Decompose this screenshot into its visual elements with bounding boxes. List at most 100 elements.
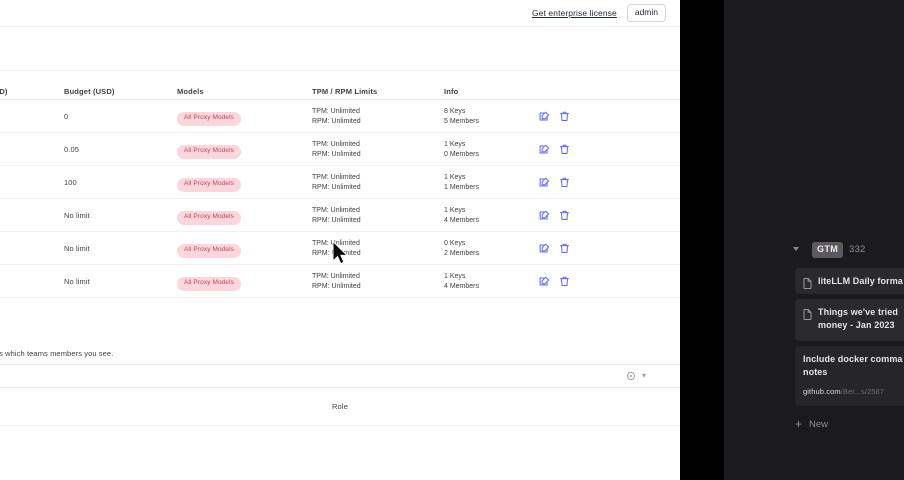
cell-budget: No limit [64, 276, 90, 286]
group-count: 332 [849, 244, 866, 255]
document-icon [803, 307, 812, 325]
edit-icon[interactable] [539, 276, 550, 287]
members-count: 0 Members [444, 150, 480, 158]
keys-count: 1 Keys [444, 206, 466, 214]
note-card[interactable]: Things we've tried money - Jan 2023 [795, 299, 904, 341]
members-table-header: Role [0, 388, 680, 426]
tpm-value: TPM: Unlimited [312, 107, 360, 115]
rpm-value: RPM: Unlimited [312, 117, 361, 125]
table-header-row: (USD) Budget (USD) Models TPM / RPM Limi… [0, 78, 680, 100]
members-count: 1 Members [444, 183, 480, 191]
new-note-label: New [809, 418, 829, 430]
admin-user-chip[interactable]: admin [626, 4, 666, 22]
cell-limits: TPM: Unlimited RPM: Unlimited [312, 108, 444, 125]
table-row[interactable]: 9100 All Proxy Models TPM: Unlimited RPM: U… [0, 166, 680, 199]
new-note-button[interactable]: + New [795, 418, 828, 430]
note-card[interactable]: Include docker comma notes github.com/Be… [795, 346, 904, 406]
tpm-value: TPM: Unlimited [312, 272, 360, 280]
cell-actions [539, 144, 649, 155]
table-row[interactable]: No limit All Proxy Models TPM: Unlimited RP… [0, 232, 680, 265]
column-header-limits: TPM / RPM Limits [312, 87, 378, 96]
edit-icon[interactable] [539, 177, 550, 188]
tpm-value: TPM: Unlimited [312, 173, 360, 181]
models-badge: All Proxy Models [177, 244, 242, 258]
column-header-spend: (USD) [0, 87, 8, 96]
cell-actions [539, 111, 649, 122]
table-row[interactable]: 25No limit All Proxy Models TPM: Unlimited… [0, 199, 680, 232]
delete-icon[interactable] [559, 144, 570, 155]
edit-icon[interactable] [539, 210, 550, 221]
table-row[interactable]: 470 All Proxy Models TPM: Unlimited RPM: Un… [0, 100, 680, 133]
column-header-role: Role [331, 402, 349, 411]
rpm-value: RPM: Unlimited [312, 282, 361, 290]
models-badge: All Proxy Models [177, 112, 242, 126]
cell-budget: No limit [64, 243, 90, 253]
cell-actions [539, 276, 649, 287]
enterprise-license-link[interactable]: Get enterprise license [531, 8, 617, 18]
tpm-value: TPM: Unlimited [312, 140, 360, 148]
models-badge: All Proxy Models [177, 178, 242, 192]
delete-icon[interactable] [559, 243, 570, 254]
note-url-domain: github.com [803, 387, 841, 396]
models-badge: All Proxy Models [177, 277, 242, 291]
cell-models: All Proxy Models [177, 238, 312, 258]
table-row[interactable]: 0.05 All Proxy Models TPM: Unlimited RPM: U… [0, 133, 680, 166]
cell-info: 8 Keys 5 Members [444, 108, 539, 125]
cell-spend: 25 [0, 211, 64, 220]
members-description-text: ntrols which teams members you see. [0, 349, 114, 358]
delete-icon[interactable] [559, 177, 570, 188]
note-title: Things we've tried money - Jan 2023 [818, 307, 898, 330]
members-count: 4 Members [444, 282, 480, 290]
tpm-value: TPM: Unlimited [312, 206, 360, 214]
keys-count: 0 Keys [444, 239, 466, 247]
cell-info: 1 Keys 4 Members [444, 207, 539, 224]
team-filter-select[interactable]: ▾ [0, 364, 680, 388]
cell-info: 1 Keys 4 Members [444, 273, 539, 290]
cell-spend: 9 [0, 178, 64, 187]
note-card[interactable]: liteLLM Daily forma [795, 268, 904, 294]
plus-icon: + [795, 417, 803, 431]
members-description: ntrols which teams members you see. [0, 349, 680, 358]
models-badge: All Proxy Models [177, 145, 242, 159]
cell-models: All Proxy Models [177, 139, 312, 159]
cell-limits: TPM: Unlimited RPM: Unlimited [312, 207, 444, 224]
delete-icon[interactable] [559, 210, 570, 221]
cell-models: All Proxy Models [177, 106, 312, 126]
keys-count: 1 Keys [444, 272, 466, 280]
delete-icon[interactable] [559, 111, 570, 122]
cell-limits: TPM: Unlimited RPM: Unlimited [312, 273, 444, 290]
cell-limits: TPM: Unlimited RPM: Unlimited [312, 141, 444, 158]
tpm-value: TPM: Unlimited [312, 239, 360, 247]
top-bar: Get enterprise license admin [0, 0, 680, 27]
members-count: 2 Members [444, 249, 480, 257]
cell-info: 1 Keys 1 Members [444, 174, 539, 191]
cell-spend: 47 [0, 112, 64, 121]
column-header-models: Models [177, 87, 204, 96]
rpm-value: RPM: Unlimited [312, 249, 361, 257]
table-row[interactable]: No limit All Proxy Models TPM: Unlimited RP… [0, 265, 680, 298]
delete-icon[interactable] [559, 276, 570, 287]
cell-models: All Proxy Models [177, 172, 312, 192]
group-tag-gtm[interactable]: GTM [812, 242, 844, 258]
document-icon [803, 276, 812, 294]
note-title: Include docker comma notes [803, 354, 903, 377]
column-header-info: Info [444, 87, 459, 96]
cell-budget: 0 [64, 111, 69, 121]
edit-icon[interactable] [539, 111, 550, 122]
keys-count: 8 Keys [444, 107, 466, 115]
keys-count: 1 Keys [444, 173, 466, 181]
admin-app-panel: Get enterprise license admin (USD) Budge… [0, 0, 680, 480]
note-title: liteLLM Daily forma [818, 276, 903, 286]
note-url[interactable]: github.com/Ber...s/2587 [803, 387, 904, 396]
keys-count: 1 Keys [444, 140, 466, 148]
edit-icon[interactable] [539, 243, 550, 254]
background-gutter [680, 0, 724, 480]
chevron-down-icon[interactable]: ▾ [641, 371, 646, 380]
edit-icon[interactable] [539, 144, 550, 155]
cell-actions [539, 210, 649, 221]
cell-limits: TPM: Unlimited RPM: Unlimited [312, 240, 444, 257]
models-badge: All Proxy Models [177, 211, 242, 225]
rpm-value: RPM: Unlimited [312, 216, 361, 224]
group-collapse-caret-icon[interactable] [793, 247, 799, 251]
